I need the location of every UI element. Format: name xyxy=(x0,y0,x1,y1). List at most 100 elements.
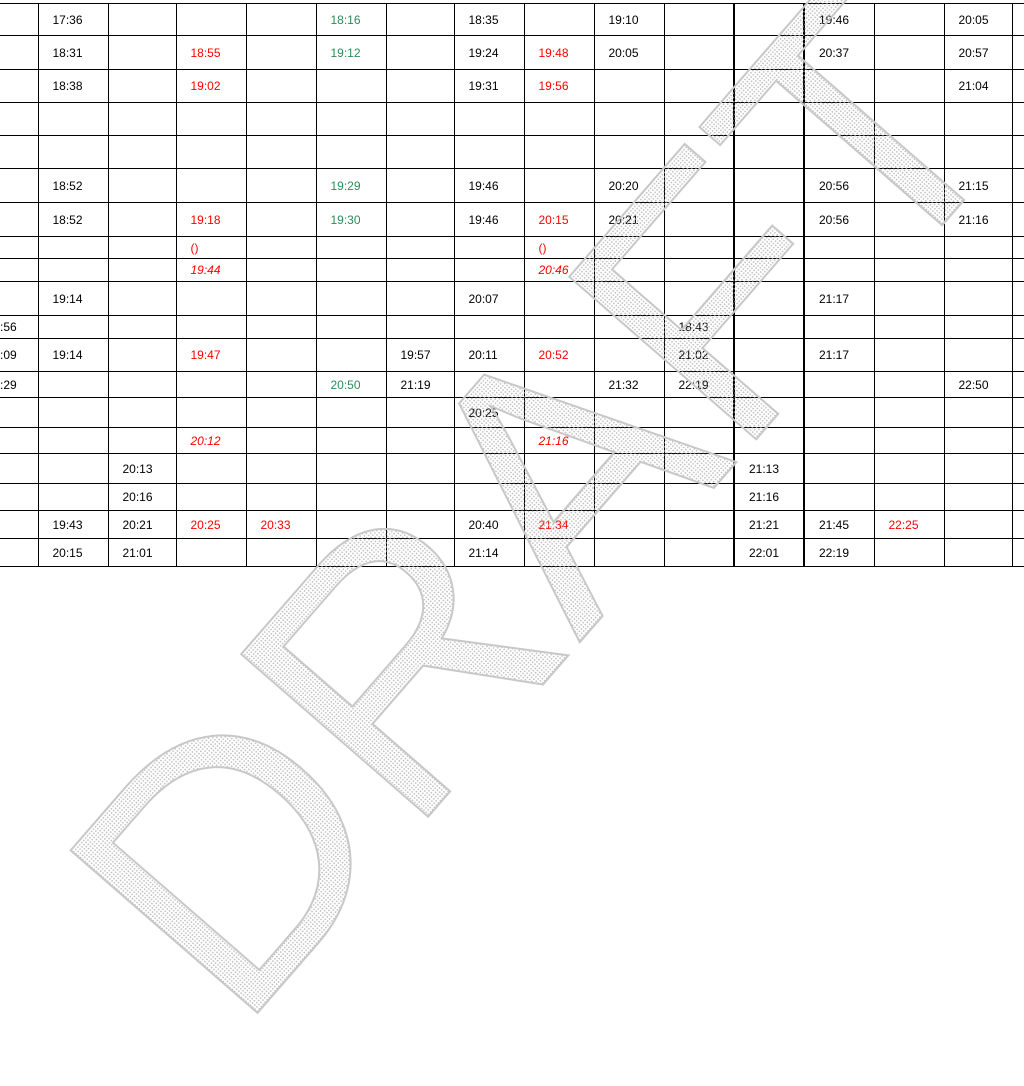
cell xyxy=(523,483,595,511)
cell: 19:18 xyxy=(175,202,247,237)
cell xyxy=(873,258,945,282)
cell xyxy=(315,69,387,103)
cell xyxy=(385,281,455,316)
cell: 19:12 xyxy=(315,35,387,70)
cell xyxy=(385,427,455,454)
row: 18:38 19:02 19:31 19:56 21:04 xyxy=(0,69,1024,103)
cell xyxy=(245,453,317,484)
cell xyxy=(803,315,875,339)
cell xyxy=(1011,427,1024,454)
cell: 20:21 xyxy=(593,202,665,237)
cell xyxy=(943,236,1013,259)
cell xyxy=(663,281,735,316)
cell xyxy=(0,135,39,169)
cell: 21:16 xyxy=(943,202,1013,237)
row: 20:15 21:01 21:14 22:01 22:19 xyxy=(0,538,1024,567)
cell xyxy=(1011,202,1024,237)
cell xyxy=(663,453,735,484)
cell xyxy=(593,338,665,372)
cell: 19:02 xyxy=(175,69,247,103)
cell xyxy=(37,453,109,484)
row: () () xyxy=(0,236,1024,259)
cell xyxy=(385,397,455,428)
cell: 20:13 xyxy=(107,453,177,484)
cell: () xyxy=(523,236,595,259)
cell xyxy=(1011,315,1024,339)
cell: 20:37 xyxy=(803,35,875,70)
cell xyxy=(175,538,247,567)
cell xyxy=(175,483,247,511)
cell: 17:36 xyxy=(37,3,109,36)
cell: :29 xyxy=(0,371,39,398)
cell: 21:34 xyxy=(523,510,595,539)
cell xyxy=(245,371,317,398)
cell xyxy=(523,397,595,428)
cell xyxy=(175,3,247,36)
cell xyxy=(943,281,1013,316)
cell xyxy=(663,3,735,36)
cell: 18:31 xyxy=(37,35,109,70)
cell: 21:13 xyxy=(733,453,805,484)
cell: 19:57 xyxy=(385,338,455,372)
cell xyxy=(593,102,665,136)
cell: 19:14 xyxy=(37,281,109,316)
cell: 21:14 xyxy=(453,538,525,567)
cell xyxy=(245,315,317,339)
row: 17:36 18:16 18:35 19:10 19:46 20:05 xyxy=(0,3,1024,36)
cell xyxy=(943,538,1013,567)
cell xyxy=(453,453,525,484)
cell xyxy=(873,338,945,372)
cell: 21:17 xyxy=(803,281,875,316)
cell xyxy=(943,453,1013,484)
cell: 18:38 xyxy=(37,69,109,103)
cell xyxy=(385,3,455,36)
cell xyxy=(523,3,595,36)
cell xyxy=(107,135,177,169)
cell xyxy=(107,397,177,428)
cell xyxy=(733,35,805,70)
cell xyxy=(803,69,875,103)
cell xyxy=(1011,538,1024,567)
row: 19:14 20:07 21:17 xyxy=(0,281,1024,316)
cell xyxy=(37,397,109,428)
cell xyxy=(873,168,945,203)
cell: 22:50 xyxy=(943,371,1013,398)
cell: 21:19 xyxy=(385,371,455,398)
cell: 20:15 xyxy=(37,538,109,567)
cell: 20:05 xyxy=(943,3,1013,36)
cell xyxy=(593,258,665,282)
cell xyxy=(37,427,109,454)
cell xyxy=(1011,510,1024,539)
cell xyxy=(663,135,735,169)
cell xyxy=(873,371,945,398)
cell xyxy=(1011,236,1024,259)
cell: () xyxy=(175,236,247,259)
cell: 19:24 xyxy=(453,35,525,70)
cell: 18:43 xyxy=(663,315,735,339)
row: :09 19:14 19:47 19:57 20:11 20:52 21:02 21:17 xyxy=(0,338,1024,372)
cell xyxy=(245,258,317,282)
cell xyxy=(453,135,525,169)
row: 18:31 18:55 19:12 19:24 19:48 20:05 20:37 20:57 xyxy=(0,35,1024,70)
cell: 19:43 xyxy=(37,510,109,539)
cell xyxy=(453,483,525,511)
cell xyxy=(453,427,525,454)
cell xyxy=(385,258,455,282)
cell xyxy=(315,538,387,567)
cell xyxy=(873,202,945,237)
cell xyxy=(873,483,945,511)
cell xyxy=(0,258,39,282)
cell xyxy=(803,236,875,259)
row: 20:16 21:16 xyxy=(0,483,1024,511)
cell xyxy=(803,453,875,484)
cell xyxy=(733,102,805,136)
cell xyxy=(385,538,455,567)
cell xyxy=(0,202,39,237)
cell xyxy=(315,453,387,484)
cell xyxy=(593,69,665,103)
cell xyxy=(107,281,177,316)
cell xyxy=(733,258,805,282)
cell xyxy=(175,371,247,398)
cell xyxy=(943,510,1013,539)
